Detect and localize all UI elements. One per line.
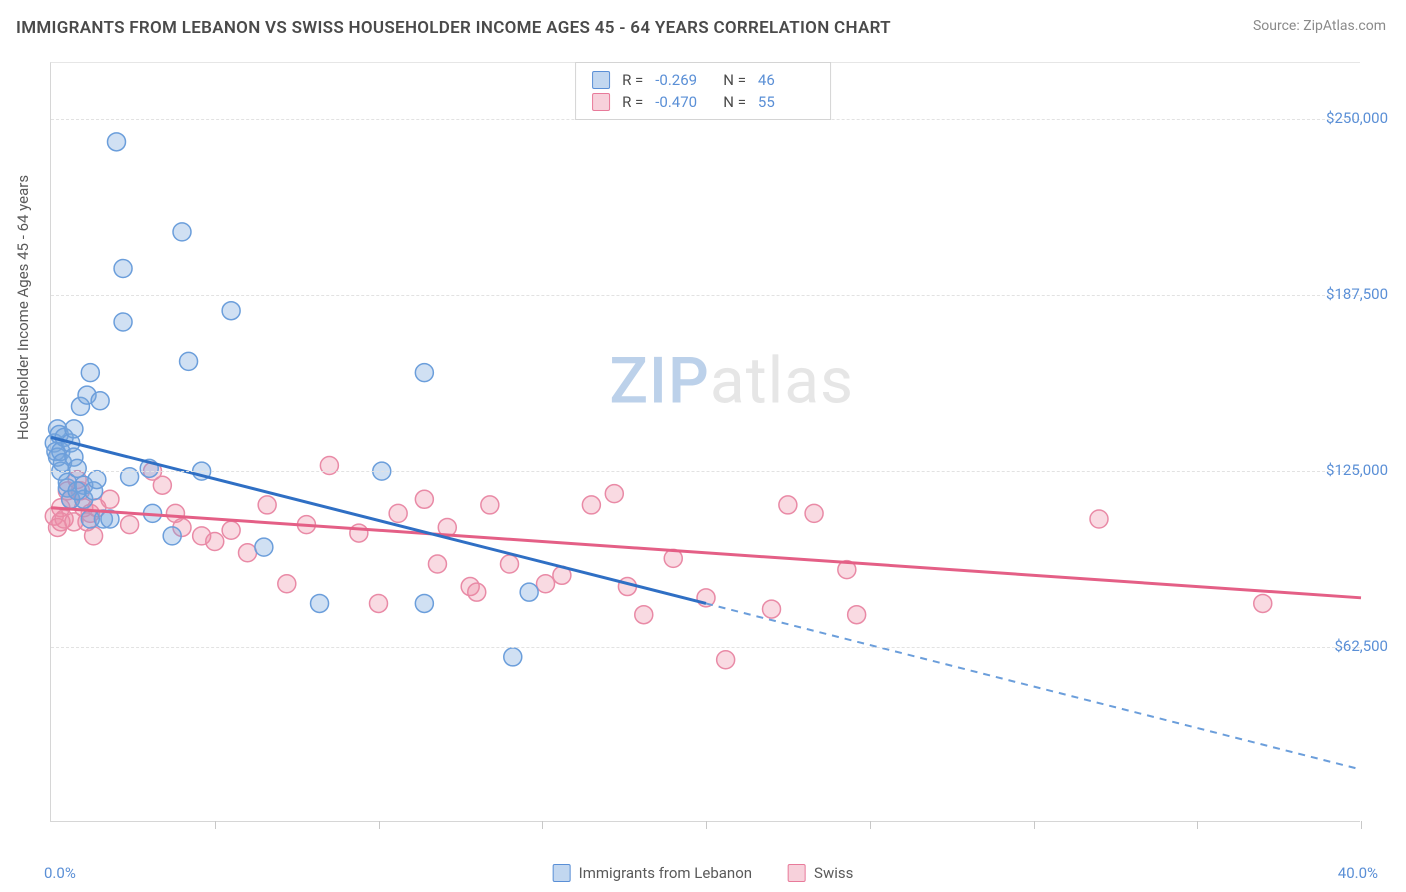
data-point xyxy=(180,352,198,370)
legend-label-swiss: Swiss xyxy=(814,864,853,882)
data-point xyxy=(68,482,86,500)
data-point xyxy=(481,496,499,514)
data-point xyxy=(88,471,106,489)
data-point xyxy=(520,583,538,601)
y-axis-label: Householder Income Ages 45 - 64 years xyxy=(14,175,32,440)
swatch-icon xyxy=(788,864,806,882)
data-point xyxy=(779,496,797,514)
data-point xyxy=(415,364,433,382)
chart-plot-area: ZIPatlas xyxy=(50,62,1360,822)
data-point xyxy=(222,302,240,320)
swatch-icon xyxy=(592,93,610,111)
data-point xyxy=(468,583,486,601)
grid-line xyxy=(51,471,1360,472)
stats-row-lebanon: R = -0.269 N = 46 xyxy=(592,69,814,91)
data-point xyxy=(370,594,388,612)
r-label: R = xyxy=(622,93,643,111)
data-point xyxy=(255,538,273,556)
r-value-swiss: -0.470 xyxy=(655,93,711,111)
n-label: N = xyxy=(723,93,746,111)
data-point xyxy=(239,544,257,562)
scatter-svg xyxy=(51,63,1360,821)
stats-row-swiss: R = -0.470 N = 55 xyxy=(592,91,814,113)
data-point xyxy=(1254,594,1272,612)
legend-item-swiss: Swiss xyxy=(788,864,853,882)
bottom-legend: Immigrants from Lebanon Swiss xyxy=(553,864,854,882)
data-point xyxy=(537,575,555,593)
source-attribution: Source: ZipAtlas.com xyxy=(1253,18,1386,34)
x-axis-max-label: 40.0% xyxy=(1338,864,1378,882)
grid-line xyxy=(51,295,1360,296)
x-tick xyxy=(542,821,543,829)
data-point xyxy=(222,521,240,539)
y-tick-label: $250,000 xyxy=(1326,109,1388,127)
data-point xyxy=(311,594,329,612)
data-point xyxy=(114,259,132,277)
grid-line xyxy=(51,647,1360,648)
x-tick xyxy=(870,821,871,829)
data-point xyxy=(717,651,735,669)
stats-legend-box: R = -0.269 N = 46 R = -0.470 N = 55 xyxy=(575,62,831,120)
x-tick xyxy=(1034,821,1035,829)
data-point xyxy=(101,490,119,508)
data-point xyxy=(605,485,623,503)
data-point xyxy=(350,524,368,542)
x-tick xyxy=(379,821,380,829)
legend-label-lebanon: Immigrants from Lebanon xyxy=(579,864,752,882)
n-label: N = xyxy=(723,71,746,89)
data-point xyxy=(81,364,99,382)
trend-line xyxy=(706,603,1361,769)
x-tick xyxy=(1361,821,1362,829)
data-point xyxy=(805,504,823,522)
y-tick-label: $187,500 xyxy=(1326,285,1388,303)
data-point xyxy=(415,490,433,508)
data-point xyxy=(1090,510,1108,528)
data-point xyxy=(173,223,191,241)
swatch-icon xyxy=(553,864,571,882)
data-point xyxy=(428,555,446,573)
data-point xyxy=(848,606,866,624)
swatch-icon xyxy=(592,71,610,89)
data-point xyxy=(635,606,653,624)
data-point xyxy=(278,575,296,593)
data-point xyxy=(389,504,407,522)
data-point xyxy=(206,533,224,551)
data-point xyxy=(258,496,276,514)
data-point xyxy=(68,459,86,477)
data-point xyxy=(65,420,83,438)
r-label: R = xyxy=(622,71,643,89)
data-point xyxy=(501,555,519,573)
data-point xyxy=(91,392,109,410)
r-value-lebanon: -0.269 xyxy=(655,71,711,89)
x-tick xyxy=(215,821,216,829)
legend-item-lebanon: Immigrants from Lebanon xyxy=(553,864,752,882)
x-tick xyxy=(1197,821,1198,829)
n-value-lebanon: 46 xyxy=(758,71,814,89)
data-point xyxy=(415,594,433,612)
data-point xyxy=(504,648,522,666)
data-point xyxy=(108,133,126,151)
data-point xyxy=(582,496,600,514)
data-point xyxy=(85,527,103,545)
data-point xyxy=(114,313,132,331)
data-point xyxy=(763,600,781,618)
n-value-swiss: 55 xyxy=(758,93,814,111)
x-axis-min-label: 0.0% xyxy=(44,864,76,882)
chart-title: IMMIGRANTS FROM LEBANON VS SWISS HOUSEHO… xyxy=(16,18,891,38)
data-point xyxy=(121,516,139,534)
x-tick xyxy=(706,821,707,829)
data-point xyxy=(153,476,171,494)
y-tick-label: $62,500 xyxy=(1334,637,1388,655)
y-tick-label: $125,000 xyxy=(1326,461,1388,479)
data-point xyxy=(163,527,181,545)
